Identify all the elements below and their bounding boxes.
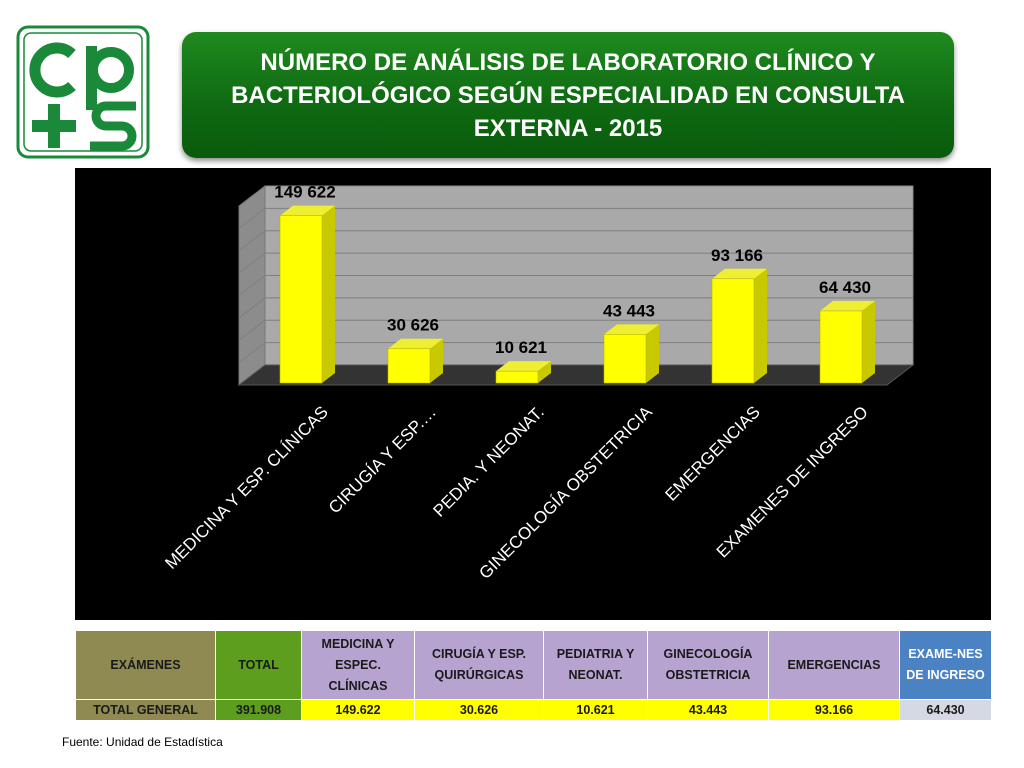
gridline-side — [238, 207, 266, 229]
bar — [603, 334, 647, 384]
bar-chart: 149 622 MEDICINA Y ESP. CLÍNICAS 30 626 CIR… — [75, 168, 991, 620]
table-row: TOTAL GENERAL 391.908 149.622 30.626 10.… — [75, 699, 992, 721]
bar-top — [604, 324, 659, 335]
data-label: 93 166 — [711, 246, 763, 265]
cps-logo — [14, 24, 152, 160]
header-examenes: EXÁMENES — [75, 630, 216, 700]
bar-side — [538, 361, 551, 383]
bar-top — [280, 205, 335, 216]
source-note: Fuente: Unidad de Estadística — [62, 735, 223, 749]
chart-canvas: 149 622 MEDICINA Y ESP. CLÍNICAS 30 626 CIR… — [161, 183, 915, 583]
header-medicina: MEDICINA Y ESPEC. CLÍNICAS — [301, 630, 415, 700]
title-banner: NÚMERO DE ANÁLISIS DE LABORATORIO CLÍNIC… — [182, 32, 954, 158]
gridline-side — [238, 252, 266, 274]
gridline-side — [238, 230, 266, 252]
header-pediatria: PEDIATRIA Y NEONAT. — [543, 630, 648, 700]
data-label: 149 622 — [274, 183, 335, 202]
gridline-side — [238, 319, 266, 341]
category-label: CIRUGÍA Y ESP.… — [325, 402, 440, 517]
header-total: TOTAL — [215, 630, 302, 700]
bar-top — [820, 300, 875, 311]
bar-side — [322, 205, 335, 383]
bar-side — [754, 268, 767, 383]
cell-emergencias: 93.166 — [768, 699, 900, 721]
header-emergencias: EMERGENCIAS — [768, 630, 900, 700]
category-label: GINECOLOGÍA OBSTETRICIA — [475, 402, 656, 583]
bar-top — [496, 361, 551, 372]
bar — [279, 215, 323, 384]
header-ingreso: EXAME-NES DE INGRESO — [899, 630, 992, 700]
data-label: 64 430 — [819, 278, 871, 297]
bar-top — [388, 338, 443, 349]
cell-total-general: TOTAL GENERAL — [75, 699, 216, 721]
cell-pediatria: 10.621 — [543, 699, 648, 721]
category-label: MEDICINA Y ESP. CLÍNICAS — [161, 402, 331, 572]
gridline-side — [238, 297, 266, 319]
category-label: PEDIA. Y NEONAT. — [430, 402, 548, 520]
category-label: EMERGENCIAS — [662, 402, 764, 504]
cell-medicina: 149.622 — [301, 699, 415, 721]
bar — [819, 310, 863, 384]
bar — [495, 370, 539, 384]
bar-top — [712, 268, 767, 279]
cell-total: 391.908 — [215, 699, 302, 721]
header-ginecologia: GINECOLOGÍA OBSTETRICIA — [647, 630, 769, 700]
page-title: NÚMERO DE ANÁLISIS DE LABORATORIO CLÍNIC… — [231, 48, 905, 142]
table-header-row: EXÁMENES TOTAL MEDICINA Y ESPEC. CLÍNICA… — [75, 630, 992, 700]
cell-cirugia: 30.626 — [414, 699, 544, 721]
summary-table: EXÁMENES TOTAL MEDICINA Y ESPEC. CLÍNICA… — [75, 630, 992, 721]
chart-floor — [237, 364, 915, 386]
data-label: 30 626 — [387, 316, 439, 335]
cell-ingreso: 64.430 — [899, 699, 992, 721]
bar-side — [862, 300, 875, 383]
header-cirugia: CIRUGÍA Y ESP. QUIRÚRGICAS — [414, 630, 544, 700]
data-label: 43 443 — [603, 301, 655, 320]
bar-side — [430, 338, 443, 383]
bar — [387, 348, 431, 384]
gridline-side — [238, 342, 266, 364]
data-label: 10 621 — [495, 338, 547, 357]
bar-side — [646, 324, 659, 383]
bar — [711, 278, 755, 384]
cell-ginecologia: 43.443 — [647, 699, 769, 721]
gridline-side — [238, 275, 266, 296]
